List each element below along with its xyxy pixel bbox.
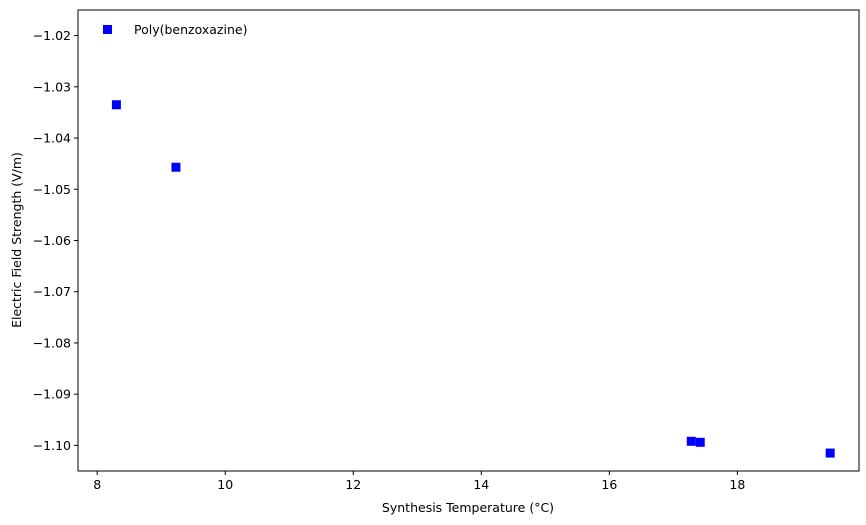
x-tick-label: 16: [601, 477, 617, 492]
y-tick-label: −1.07: [33, 284, 71, 299]
legend: Poly(benzoxazine): [103, 22, 247, 37]
y-tick-label: −1.02: [33, 28, 71, 43]
data-points: [111, 100, 835, 458]
x-axis-label: Synthesis Temperature (°C): [382, 500, 554, 515]
y-tick-label: −1.08: [33, 335, 71, 350]
x-tick-label: 12: [345, 477, 361, 492]
y-tick-label: −1.06: [33, 233, 71, 248]
data-point: [825, 448, 835, 458]
data-point: [686, 436, 696, 446]
y-axis-label: Electric Field Strength (V/m): [9, 152, 24, 328]
y-tick-label: −1.05: [33, 182, 71, 197]
x-tick-label: 18: [729, 477, 745, 492]
data-point: [695, 437, 705, 447]
y-tick-label: −1.09: [33, 387, 71, 402]
data-point: [171, 162, 181, 172]
legend-marker-square: [103, 25, 112, 34]
x-axis-ticks: 8 10 12 14 16 18: [93, 471, 745, 492]
plot-frame: [77, 9, 860, 472]
x-tick-label: 8: [93, 477, 101, 492]
x-tick-label: 10: [217, 477, 233, 492]
y-tick-label: −1.10: [33, 438, 71, 453]
y-axis-ticks: −1.02 −1.03 −1.04 −1.05 −1.06 −1.07 −1.08 −1.09…: [33, 28, 78, 453]
y-tick-label: −1.03: [33, 79, 71, 94]
x-tick-label: 14: [473, 477, 489, 492]
data-point: [111, 100, 121, 110]
y-tick-label: −1.04: [33, 131, 71, 146]
legend-label: Poly(benzoxazine): [134, 22, 247, 37]
